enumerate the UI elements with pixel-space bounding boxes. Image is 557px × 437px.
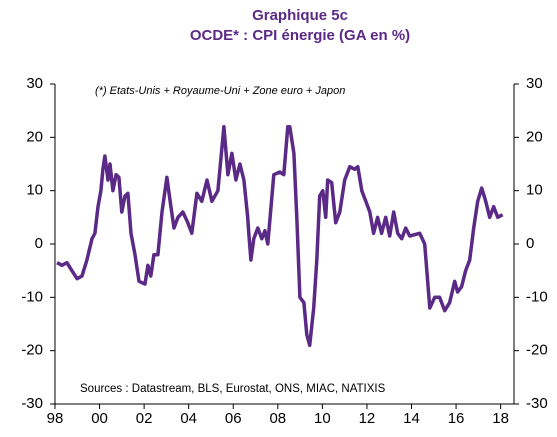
x-tick-label: 14 [403,410,420,427]
annotation: Sources : Datastream, BLS, Eurostat, ONS… [80,383,386,395]
x-tick-label: 16 [448,410,465,427]
chart-subtitle: OCDE* : CPI énergie (GA en %) [190,27,410,44]
x-tick-label: 06 [225,410,242,427]
x-tick-label: 00 [91,410,108,427]
y2-tick-label: 20 [526,128,543,145]
x-tick-label: 04 [180,410,197,427]
y-tick-label: 10 [26,182,43,199]
y-tick-label: -30 [21,395,43,412]
chart-title: Graphique 5c [252,7,348,24]
y2-tick-label: 10 [526,182,543,199]
x-tick-label: 12 [359,410,376,427]
annotation: (*) Etats-Unis + Royaume-Uni + Zone euro… [95,85,345,97]
y-tick-label: 30 [26,75,43,92]
y2-tick-label: 0 [526,235,534,252]
data-line [56,124,504,348]
x-tick-label: 08 [269,410,286,427]
x-tick-label: 10 [314,410,331,427]
x-tick-label: 98 [47,410,64,427]
y2-tick-label: 30 [526,75,543,92]
x-tick-label: 02 [136,410,153,427]
y-tick-label: -10 [21,288,43,305]
x-tick-label: 18 [492,410,509,427]
y-tick-label: -20 [21,342,43,359]
y2-tick-label: -20 [526,342,548,359]
y-tick-label: 0 [35,235,43,252]
y2-tick-label: -30 [526,395,548,412]
y-tick-label: 20 [26,128,43,145]
y2-tick-label: -10 [526,288,548,305]
